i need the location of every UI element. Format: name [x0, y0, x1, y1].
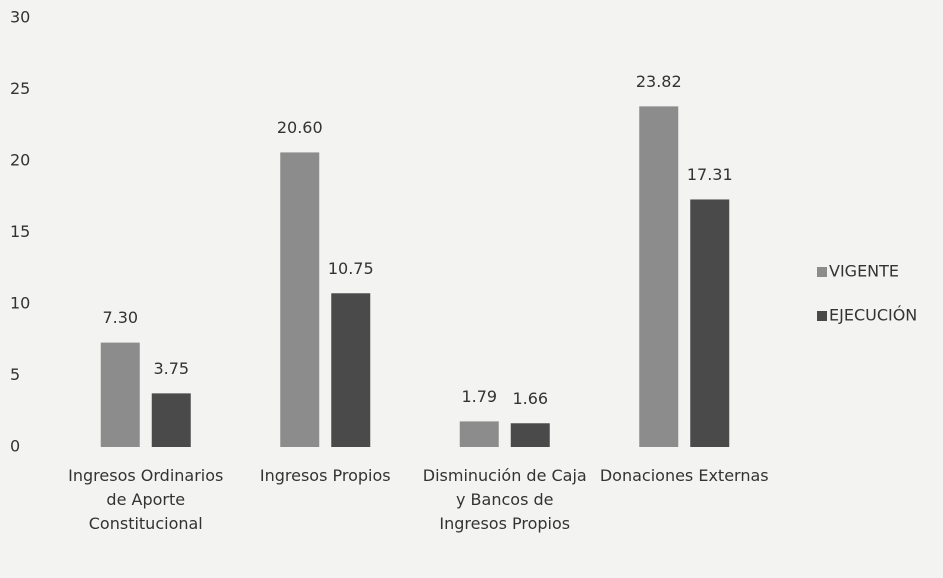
- x-tick-label: Disminución de Caja y Bancos de Ingresos…: [422, 466, 587, 533]
- data-label: 1.66: [512, 389, 548, 408]
- data-label: 23.82: [636, 72, 682, 91]
- legend-swatch: [817, 267, 827, 277]
- y-tick-label: 25: [10, 79, 30, 98]
- data-label: 3.75: [153, 359, 189, 378]
- y-tick-label: 10: [10, 294, 30, 313]
- bar: [639, 106, 679, 448]
- bar: [510, 423, 550, 447]
- data-label: 7.30: [102, 308, 138, 327]
- data-label: 10.75: [328, 259, 374, 278]
- bar: [690, 199, 730, 447]
- bar: [459, 421, 499, 447]
- x-tick-label: Donaciones Externas: [599, 466, 769, 485]
- legend-label: EJECUCIÓN: [829, 306, 917, 325]
- y-tick-label: 30: [10, 8, 30, 27]
- x-tick-label: Ingresos Propios: [259, 466, 391, 485]
- y-tick-label: 20: [10, 151, 30, 170]
- data-label: 1.79: [461, 387, 497, 406]
- bar: [100, 342, 140, 447]
- y-tick-label: 5: [10, 365, 20, 384]
- legend-swatch: [817, 311, 827, 321]
- y-tick-label: 0: [10, 437, 20, 456]
- data-label: 20.60: [277, 118, 323, 137]
- bar: [151, 393, 191, 447]
- y-tick-label: 15: [10, 222, 30, 241]
- bar: [280, 152, 320, 448]
- data-label: 17.31: [687, 165, 733, 184]
- bar: [331, 293, 371, 447]
- x-tick-label: Ingresos Ordinarios de Aporte Constituci…: [68, 466, 224, 533]
- legend-label: VIGENTE: [829, 262, 899, 281]
